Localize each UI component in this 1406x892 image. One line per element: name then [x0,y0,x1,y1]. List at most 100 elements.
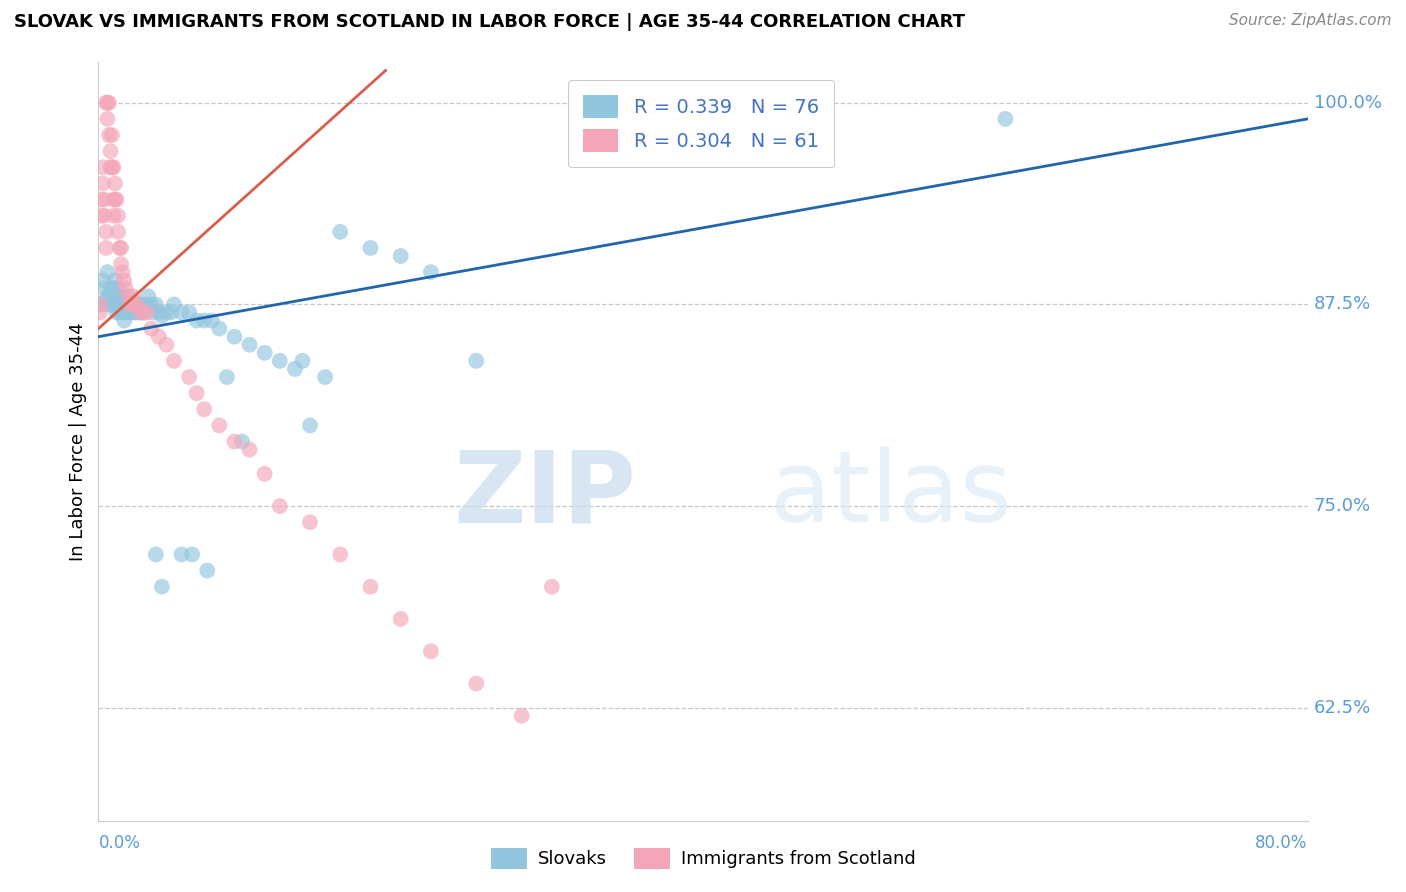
Point [103,209,125,223]
Point [224,329,246,343]
Point [155,337,177,351]
Point [465,354,488,368]
Text: 62.5%: 62.5% [1313,698,1371,716]
Point [269,499,291,513]
Point [420,644,443,658]
Point [360,241,382,255]
Point [208,321,231,335]
Point [108,289,131,303]
Point [111,265,134,279]
Point [540,580,562,594]
Point [91,177,114,191]
Point [100,161,122,175]
Point [299,418,322,433]
Y-axis label: In Labor Force | Age 35-44: In Labor Force | Age 35-44 [69,322,87,561]
Point [96,95,118,110]
Point [121,297,143,311]
Point [96,265,118,279]
Point [155,305,177,319]
Point [98,128,121,142]
Point [94,225,117,239]
Point [93,209,115,223]
Point [103,161,125,175]
Legend: R = 0.339   N = 76, R = 0.304   N = 61: R = 0.339 N = 76, R = 0.304 N = 61 [568,79,834,168]
Point [465,676,488,690]
Point [100,144,122,158]
Legend: Slovaks, Immigrants from Scotland: Slovaks, Immigrants from Scotland [484,840,922,876]
Point [181,548,204,562]
Point [142,305,165,319]
Point [111,305,134,319]
Point [108,305,131,319]
Point [193,313,215,327]
Point [129,305,152,319]
Point [103,297,125,311]
Point [291,354,314,368]
Point [420,265,443,279]
Text: Source: ZipAtlas.com: Source: ZipAtlas.com [1229,13,1392,29]
Point [253,467,276,481]
Point [160,305,183,319]
Point [104,193,127,207]
Point [195,564,218,578]
Point [186,313,208,327]
Point [115,297,138,311]
Point [132,305,155,319]
Point [93,281,115,295]
Point [96,112,118,126]
Point [170,305,193,319]
Point [163,297,186,311]
Point [118,289,141,303]
Point [122,305,145,319]
Point [129,305,152,319]
Point [132,305,155,319]
Point [150,309,173,323]
Point [98,95,121,110]
Point [208,418,231,433]
Point [94,297,117,311]
Point [239,442,262,457]
Point [124,297,146,311]
Point [125,297,148,311]
Text: 0.0%: 0.0% [98,833,141,852]
Point [201,313,224,327]
Point [101,128,124,142]
Point [107,281,129,295]
Point [101,161,124,175]
Point [170,548,193,562]
Point [105,297,128,311]
Point [103,281,125,295]
Point [94,95,117,110]
Point [100,281,122,295]
Text: ZIP: ZIP [454,446,637,543]
Point [104,177,127,191]
Point [136,289,159,303]
Point [110,257,132,271]
Point [100,297,122,311]
Point [118,297,141,311]
Point [104,273,127,287]
Point [101,289,124,303]
Point [145,297,167,311]
Point [111,297,134,311]
Point [141,321,163,335]
Point [224,434,246,449]
Point [89,297,111,311]
Point [179,305,201,319]
Point [389,249,412,263]
Point [179,370,201,384]
Point [91,161,114,175]
Point [135,305,157,319]
Point [150,580,173,594]
Point [193,402,215,417]
Point [215,370,238,384]
Point [269,354,291,368]
Text: SLOVAK VS IMMIGRANTS FROM SCOTLAND IN LABOR FORCE | AGE 35-44 CORRELATION CHART: SLOVAK VS IMMIGRANTS FROM SCOTLAND IN LA… [14,13,965,31]
Point [994,112,1017,126]
Point [110,241,132,255]
Point [231,434,253,449]
Point [107,209,129,223]
Point [389,612,412,626]
Point [127,297,149,311]
Point [114,281,136,295]
